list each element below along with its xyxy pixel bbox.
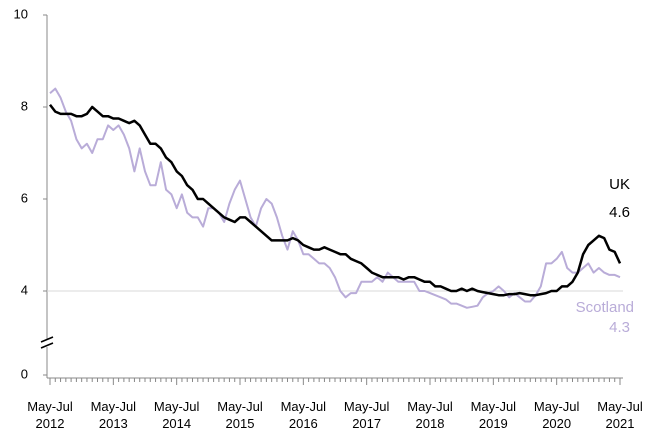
x-tick-label: May-Jul 2016	[280, 399, 327, 431]
x-tick-label: May-Jul 2015	[217, 399, 263, 431]
x-tick-label: May-Jul 2018	[407, 399, 453, 431]
x-tick-label: May-Jul 2013	[90, 399, 137, 431]
x-tick-label: May-Jul 2017	[343, 399, 390, 431]
x-tick-label: May-Jul 2021	[597, 399, 643, 431]
annotation: 4.6	[609, 204, 630, 221]
series-line	[49, 103, 622, 297]
y-tick-label: 6	[21, 190, 28, 205]
y-tick-label: 4	[21, 282, 28, 297]
annotation: 4.3	[609, 319, 630, 336]
annotation: Scotland	[576, 299, 634, 316]
annotation: UK	[609, 176, 630, 193]
y-tick-label: 8	[21, 98, 28, 113]
x-tick-label: May-Jul 2019	[470, 399, 517, 431]
x-tick-label: May-Jul 2020	[533, 399, 580, 431]
series-line	[49, 87, 621, 309]
axis-break-mark	[40, 342, 54, 349]
y-tick-label: 10	[14, 6, 28, 21]
x-tick-label: May-Jul 2012	[27, 399, 73, 431]
axis-break-gap	[40, 339, 54, 347]
axis-break-mark	[40, 336, 54, 343]
x-tick-label: May-Jul 2014	[153, 399, 200, 431]
y-tick-label: 0	[21, 366, 28, 381]
